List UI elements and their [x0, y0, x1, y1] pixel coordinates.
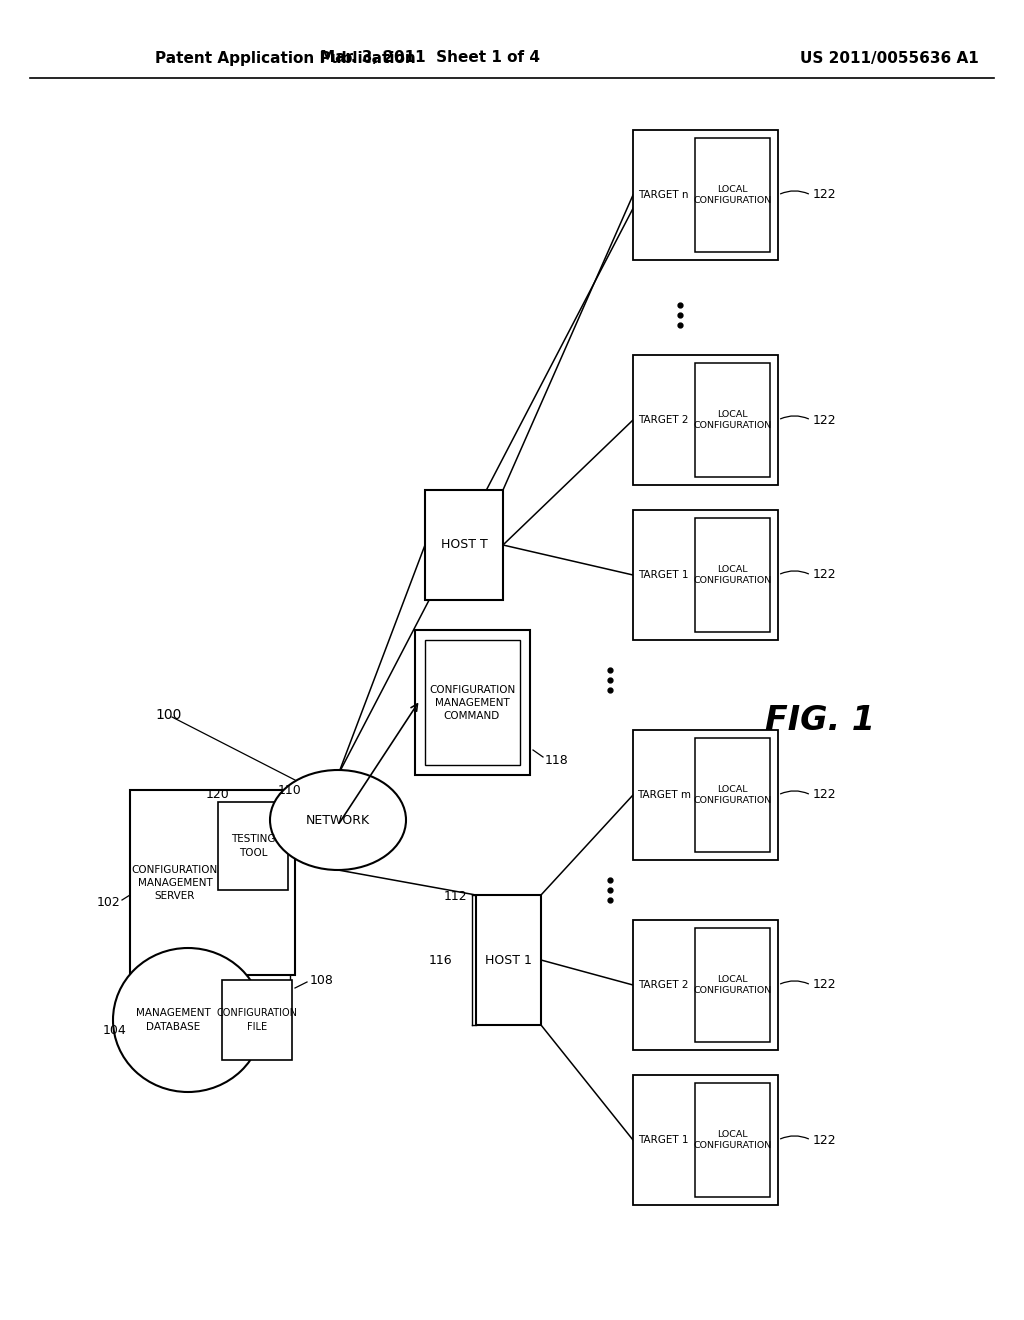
Text: LOCAL
CONFIGURATION: LOCAL CONFIGURATION	[693, 565, 771, 585]
Ellipse shape	[270, 770, 406, 870]
Text: CONFIGURATION
MANAGEMENT
SERVER: CONFIGURATION MANAGEMENT SERVER	[132, 865, 218, 902]
Text: LOCAL
CONFIGURATION: LOCAL CONFIGURATION	[693, 1130, 771, 1151]
Text: 100: 100	[155, 708, 181, 722]
Text: LOCAL
CONFIGURATION: LOCAL CONFIGURATION	[693, 409, 771, 430]
Text: LOCAL
CONFIGURATION: LOCAL CONFIGURATION	[693, 784, 771, 805]
Bar	[633, 730, 778, 861]
Text: TESTING
TOOL: TESTING TOOL	[230, 834, 275, 858]
Text: 112: 112	[443, 891, 467, 903]
Text: CONFIGURATION
FILE: CONFIGURATION FILE	[216, 1008, 298, 1032]
Bar	[633, 1074, 778, 1205]
Text: 122: 122	[813, 1134, 837, 1147]
Text: TARGET 2: TARGET 2	[639, 979, 689, 990]
Bar	[415, 630, 530, 775]
Text: 122: 122	[813, 189, 837, 202]
Text: 122: 122	[813, 569, 837, 582]
Bar	[633, 129, 778, 260]
Bar	[694, 517, 770, 632]
Text: FIG. 1: FIG. 1	[765, 704, 874, 737]
Text: 108: 108	[310, 974, 334, 986]
Text: 120: 120	[206, 788, 229, 801]
Bar	[694, 1082, 770, 1197]
Bar	[633, 920, 778, 1049]
Text: Mar. 3, 2011  Sheet 1 of 4: Mar. 3, 2011 Sheet 1 of 4	[319, 50, 540, 66]
Ellipse shape	[113, 948, 263, 1092]
Text: LOCAL
CONFIGURATION: LOCAL CONFIGURATION	[693, 185, 771, 206]
Text: CONFIGURATION
MANAGEMENT
COMMAND: CONFIGURATION MANAGEMENT COMMAND	[429, 685, 515, 721]
Bar	[218, 803, 288, 890]
Text: 104: 104	[103, 1023, 127, 1036]
Bar	[130, 789, 295, 975]
Bar	[694, 139, 770, 252]
Text: TARGET n: TARGET n	[639, 190, 689, 201]
Text: TARGET 1: TARGET 1	[639, 1135, 689, 1144]
Text: Patent Application Publication: Patent Application Publication	[155, 50, 416, 66]
Bar	[694, 738, 770, 851]
Text: MANAGEMENT
DATABASE: MANAGEMENT DATABASE	[135, 1008, 210, 1032]
Text: NETWORK: NETWORK	[306, 813, 370, 826]
Bar	[694, 928, 770, 1041]
Bar	[633, 510, 778, 640]
Text: LOCAL
CONFIGURATION: LOCAL CONFIGURATION	[693, 974, 771, 995]
Text: 110: 110	[278, 784, 302, 796]
Text: 118: 118	[545, 754, 568, 767]
Text: 122: 122	[813, 413, 837, 426]
Text: TARGET 1: TARGET 1	[639, 570, 689, 579]
Bar	[425, 490, 503, 601]
Bar	[633, 355, 778, 484]
Text: 122: 122	[813, 978, 837, 991]
Text: HOST T: HOST T	[440, 539, 487, 552]
Bar	[425, 640, 520, 766]
Text: HOST 1: HOST 1	[484, 953, 531, 966]
Bar	[222, 979, 292, 1060]
Text: 102: 102	[96, 896, 120, 909]
Text: TARGET m: TARGET m	[637, 789, 691, 800]
Text: US 2011/0055636 A1: US 2011/0055636 A1	[800, 50, 979, 66]
Bar	[694, 363, 770, 477]
Bar	[476, 895, 541, 1026]
Text: 122: 122	[813, 788, 837, 801]
Text: TARGET 2: TARGET 2	[639, 414, 689, 425]
Text: 116: 116	[428, 953, 452, 966]
